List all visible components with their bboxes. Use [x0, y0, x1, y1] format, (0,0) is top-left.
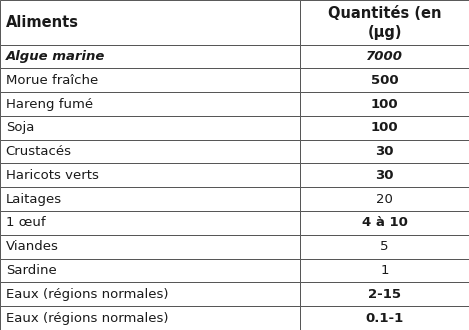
Bar [0, 306, 300, 330]
Text: Eaux (régions normales): Eaux (régions normales) [6, 312, 168, 325]
Text: 30: 30 [375, 169, 394, 182]
Bar [300, 0, 469, 45]
Bar [300, 235, 469, 259]
Text: 1 œuf: 1 œuf [6, 216, 45, 229]
Text: Sardine: Sardine [6, 264, 56, 277]
Text: Crustacés: Crustacés [6, 145, 72, 158]
Bar [300, 282, 469, 306]
Bar [300, 140, 469, 163]
Text: Soja: Soja [6, 121, 34, 134]
Bar [0, 259, 300, 282]
Text: 500: 500 [371, 74, 398, 87]
Text: 7000: 7000 [366, 50, 403, 63]
Text: Haricots verts: Haricots verts [6, 169, 98, 182]
Text: 4 à 10: 4 à 10 [362, 216, 408, 229]
Bar [0, 235, 300, 259]
Text: 1: 1 [380, 264, 389, 277]
Text: Algue marine: Algue marine [6, 50, 105, 63]
Text: 100: 100 [371, 121, 398, 134]
Bar [0, 92, 300, 116]
Bar [300, 187, 469, 211]
Text: 20: 20 [376, 193, 393, 206]
Text: 100: 100 [371, 98, 398, 111]
Text: Eaux (régions normales): Eaux (régions normales) [6, 288, 168, 301]
Bar [0, 211, 300, 235]
Bar [300, 306, 469, 330]
Text: 0.1-1: 0.1-1 [365, 312, 404, 325]
Bar [300, 45, 469, 68]
Text: 30: 30 [375, 145, 394, 158]
Text: 5: 5 [380, 240, 389, 253]
Bar [0, 45, 300, 68]
Bar [0, 116, 300, 140]
Bar [0, 0, 300, 45]
Bar [0, 282, 300, 306]
Bar [0, 68, 300, 92]
Bar [300, 259, 469, 282]
Bar [300, 163, 469, 187]
Text: Hareng fumé: Hareng fumé [6, 98, 93, 111]
Text: Aliments: Aliments [6, 15, 79, 30]
Text: Laitages: Laitages [6, 193, 62, 206]
Text: Quantités (en: Quantités (en [328, 6, 441, 21]
Bar [0, 140, 300, 163]
Bar [0, 187, 300, 211]
Bar [0, 163, 300, 187]
Bar [300, 92, 469, 116]
Bar [300, 211, 469, 235]
Text: Viandes: Viandes [6, 240, 59, 253]
Text: Morue fraîche: Morue fraîche [6, 74, 98, 87]
Text: 2-15: 2-15 [368, 288, 401, 301]
Bar [300, 116, 469, 140]
Text: (μg): (μg) [367, 24, 402, 40]
Bar [300, 68, 469, 92]
